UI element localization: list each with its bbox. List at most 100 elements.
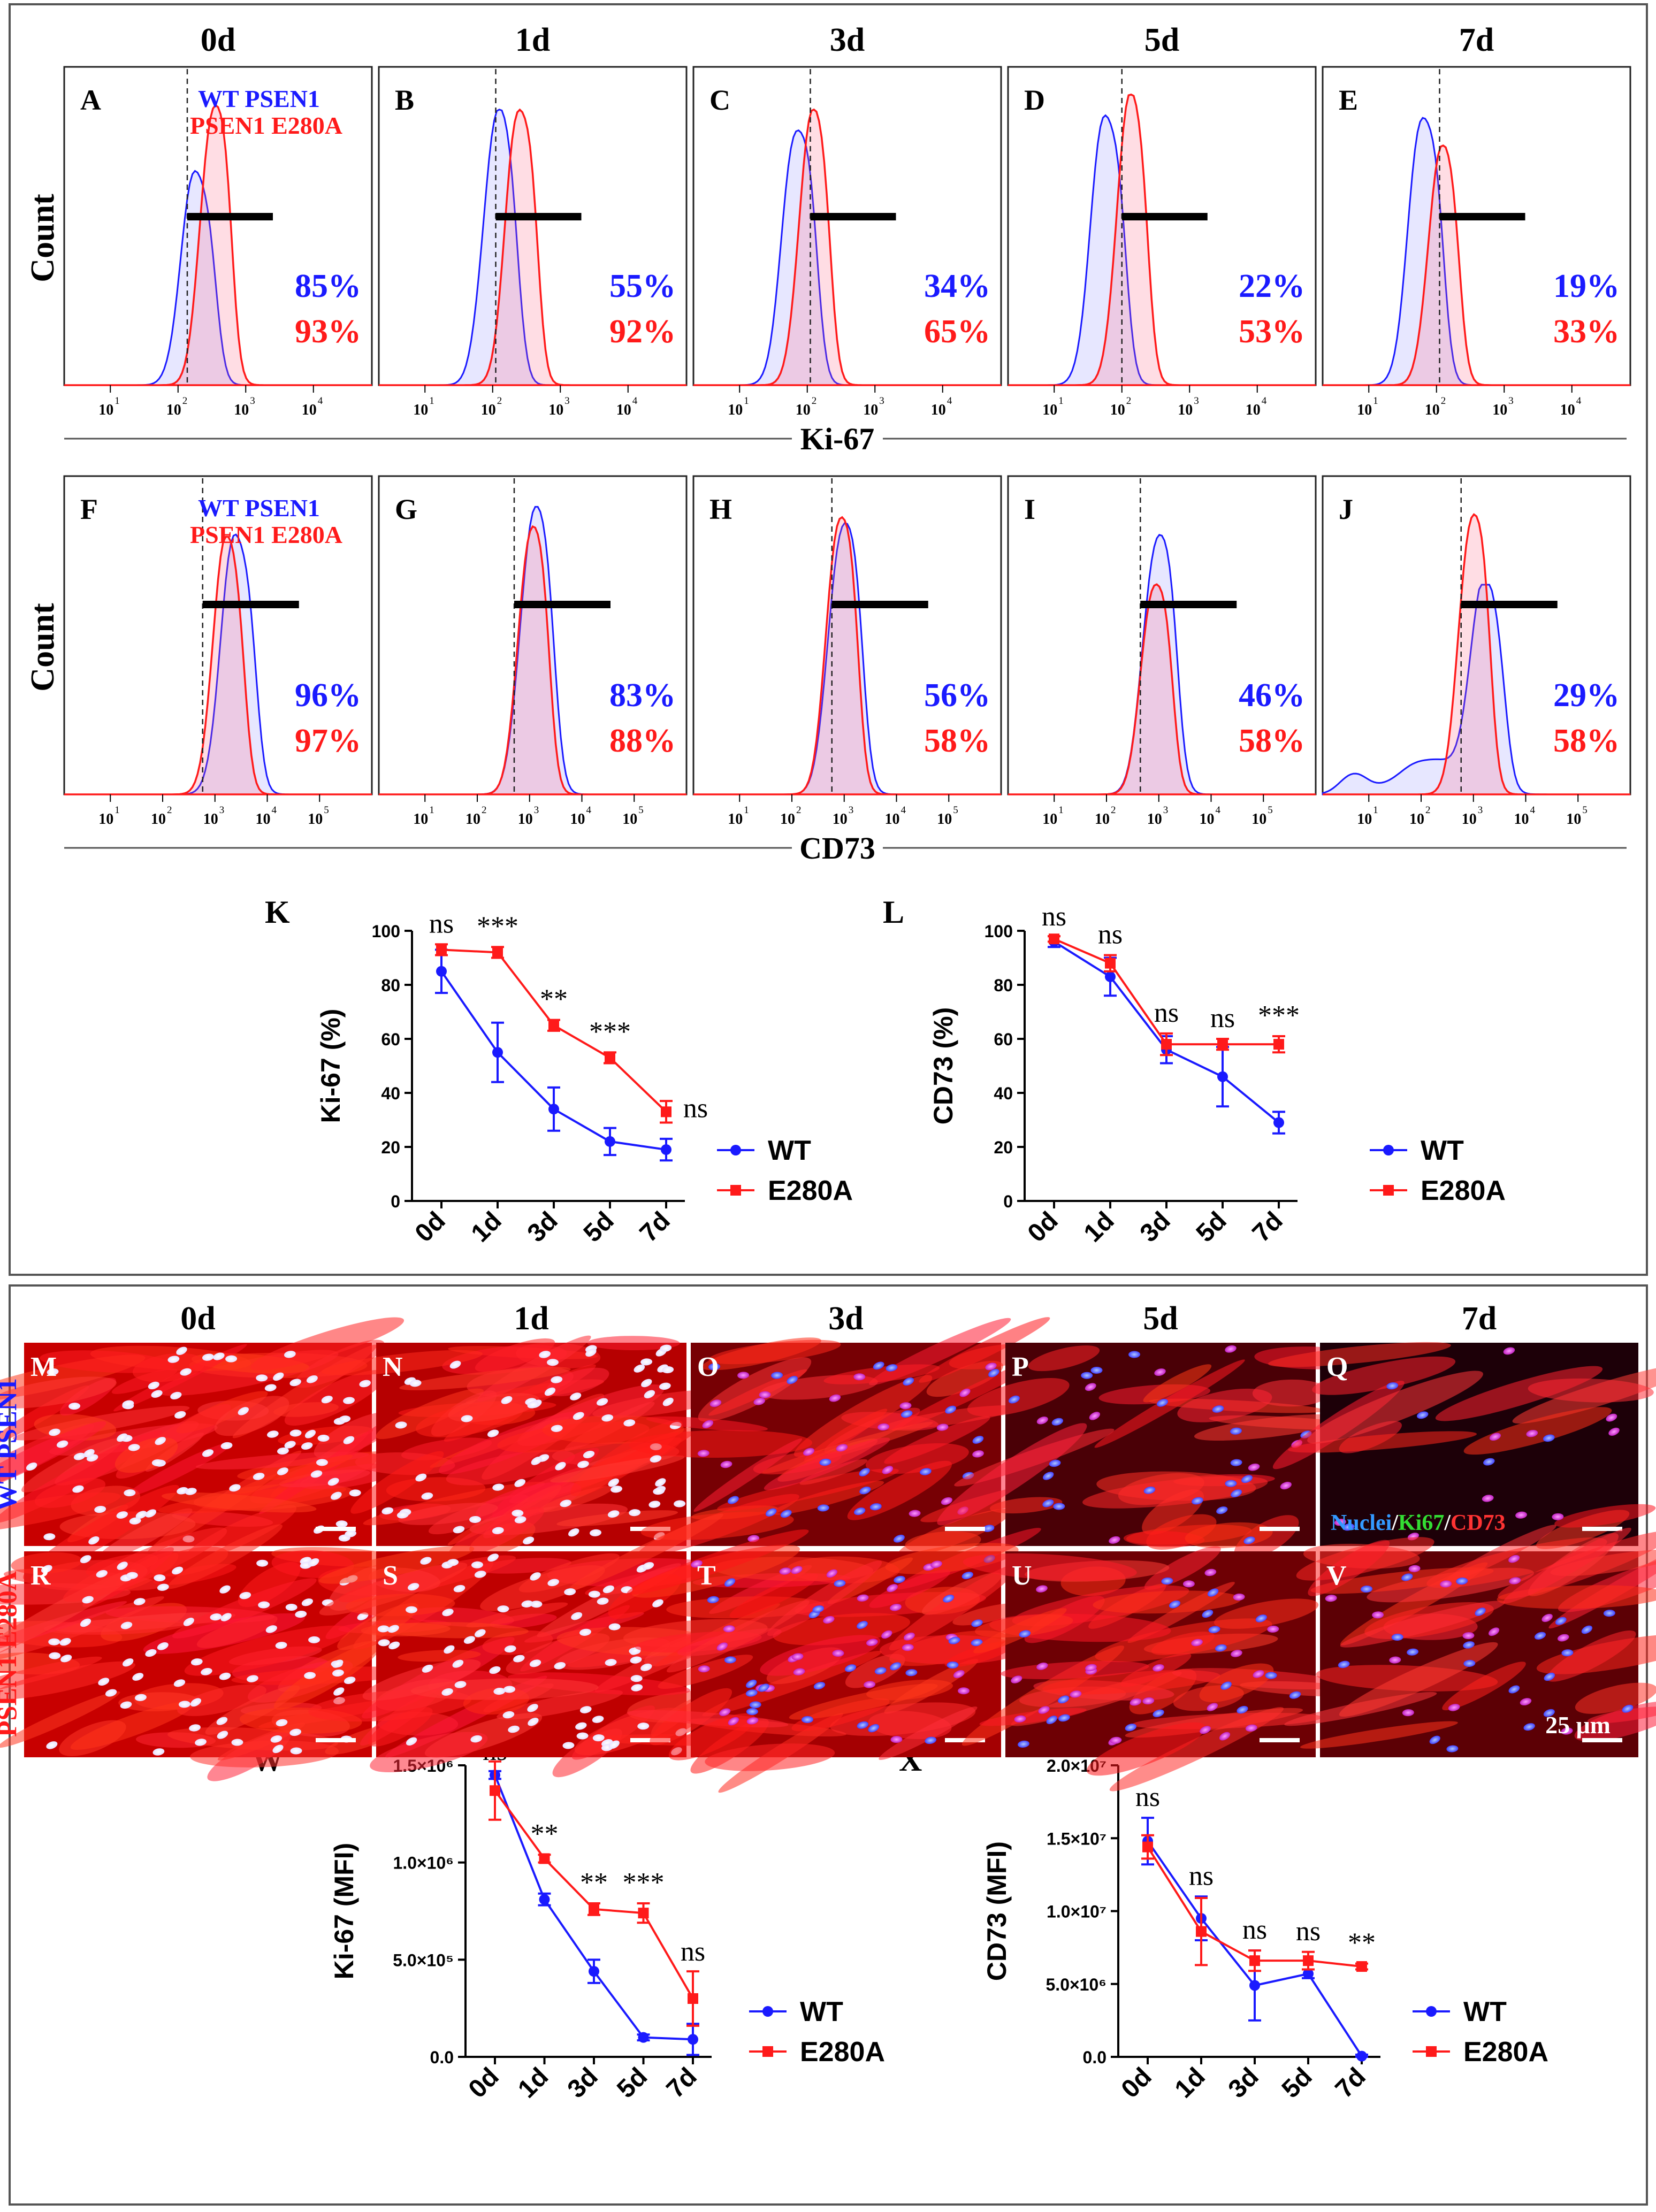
nucleus: [1058, 1714, 1070, 1722]
tick-exponent: 2: [497, 395, 502, 407]
y-axis-label: CD73 (MFI): [982, 1841, 1012, 1981]
cell-body: [167, 1524, 283, 1589]
cell-body: [362, 1659, 481, 1701]
nucleus: [503, 1686, 516, 1693]
cell-body: [937, 1423, 1087, 1526]
nucleus: [408, 1583, 419, 1591]
nucleus: [56, 1440, 68, 1448]
nucleus: [1361, 1585, 1373, 1593]
tick-label: 10: [728, 402, 743, 418]
legend-e280a-marker: [730, 1185, 741, 1196]
nucleus: [887, 1584, 898, 1593]
panel-letter: M: [30, 1352, 57, 1382]
nucleus: [1216, 1506, 1228, 1514]
cd73-axis-label: CD73: [799, 831, 875, 866]
nucleus: [1125, 1724, 1137, 1732]
nucleus: [758, 1683, 769, 1692]
tick-exponent: 5: [638, 805, 644, 816]
panel-letter: F: [80, 493, 98, 525]
tick-label: 10: [548, 402, 563, 418]
nucleus: [597, 1597, 609, 1605]
nucleus: [41, 1565, 52, 1573]
tick-exponent: 3: [564, 395, 570, 407]
nucleus: [133, 1598, 146, 1605]
nucleus: [864, 1681, 876, 1688]
cell-body: [698, 1357, 812, 1422]
histogram-e280a-curve: [1323, 513, 1630, 795]
significance-label: ns: [1135, 1782, 1160, 1812]
nucleus: [708, 1363, 720, 1371]
cell-body: [1497, 1585, 1656, 1609]
cell-body: [568, 1513, 723, 1591]
nucleus: [247, 1675, 258, 1682]
nucleus: [886, 1364, 898, 1372]
nucleus: [890, 1662, 901, 1671]
legend-psen1-e280a: PSEN1 E280A: [190, 112, 342, 139]
x-tick-label: 3d: [562, 2062, 604, 2103]
tick-label: 10: [413, 811, 428, 828]
nucleus: [1036, 1585, 1048, 1593]
nucleus: [1544, 1672, 1555, 1681]
nucleus: [1085, 1383, 1096, 1391]
point-E280A: [1105, 958, 1116, 969]
significance-label: **: [1348, 1928, 1376, 1958]
nucleus: [145, 1649, 157, 1657]
legend-psen1-e280a: PSEN1 E280A: [190, 521, 342, 548]
cell-body: [889, 1563, 1020, 1651]
nucleus: [1243, 1536, 1255, 1544]
nucleus: [447, 1559, 459, 1566]
cell-body: [370, 1732, 488, 1773]
nucleus: [660, 1344, 672, 1352]
x-tick-label: 5d: [1191, 1206, 1232, 1247]
day-header-3d: 3d: [830, 22, 865, 58]
panel-letter: Q: [1326, 1352, 1348, 1382]
tick-exponent: 1: [1373, 395, 1378, 407]
stain-legend-cd73: CD73: [1451, 1511, 1506, 1535]
nucleus: [972, 1436, 984, 1444]
cell-body: [885, 1543, 1019, 1574]
nucleus: [1622, 1704, 1634, 1713]
tick-exponent: 5: [1268, 805, 1273, 816]
nucleus: [579, 1628, 591, 1636]
significance-label: ns: [1098, 919, 1123, 950]
nucleus: [210, 1613, 222, 1621]
nucleus: [190, 1698, 202, 1707]
tick-exponent: 3: [849, 805, 854, 816]
nucleus: [202, 1353, 214, 1361]
nucleus: [1526, 1429, 1538, 1437]
y-tick-label: 100: [372, 922, 400, 941]
y-tick-label: 0.0: [1083, 2048, 1106, 2067]
tick-exponent: 3: [1194, 395, 1199, 407]
nucleus: [331, 1491, 342, 1500]
nucleus: [899, 1402, 912, 1410]
point-WT: [589, 1966, 599, 1977]
x-tick-label: 0d: [463, 2062, 505, 2103]
cell-body: [979, 1708, 1087, 1726]
nucleus: [124, 1489, 136, 1497]
panel-letter: T: [697, 1560, 716, 1591]
nucleus: [180, 1368, 192, 1376]
nucleus: [289, 1728, 302, 1736]
nucleus: [349, 1489, 361, 1497]
cell-body: [717, 1468, 899, 1511]
nucleus: [1603, 1610, 1615, 1617]
histogram-frame: [378, 475, 688, 795]
micro-day-header-0d: 0d: [180, 1300, 215, 1337]
cell-body: [1028, 1345, 1100, 1372]
y-tick-label: 60: [381, 1030, 400, 1049]
nucleus: [129, 1517, 141, 1525]
nucleus: [420, 1557, 432, 1565]
nucleus: [1402, 1709, 1414, 1717]
tick-label: 10: [1409, 811, 1424, 828]
x-tick-label: 7d: [1247, 1206, 1288, 1247]
tick-label: 10: [1514, 811, 1529, 828]
y-tick-label: 100: [985, 922, 1013, 941]
nucleus: [256, 1374, 268, 1382]
tick-exponent: 2: [812, 395, 817, 407]
nucleus: [270, 1735, 283, 1743]
nucleus: [1182, 1580, 1195, 1588]
nucleus: [444, 1645, 455, 1654]
cell-body: [823, 1364, 940, 1384]
nucleus: [853, 1507, 866, 1516]
cell-body: [1442, 1662, 1526, 1711]
